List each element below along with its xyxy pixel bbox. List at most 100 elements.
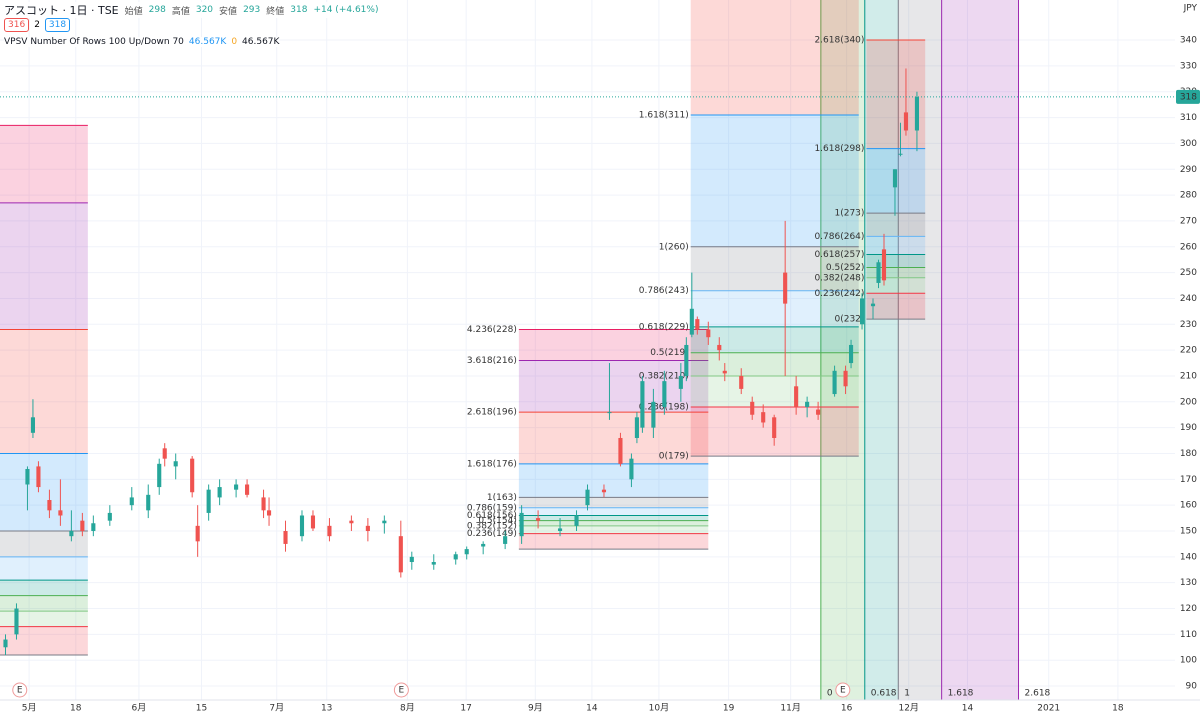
y-tick-label: 310 <box>1180 113 1197 123</box>
last-price-label: 318 <box>1180 92 1197 102</box>
candle-body <box>684 344 689 376</box>
candle-body <box>157 463 162 488</box>
candle-body <box>129 497 134 506</box>
candle-body <box>519 512 524 537</box>
x-tick-label: 6月 <box>132 703 147 714</box>
x-tick-label: 14 <box>586 704 598 714</box>
candle-body <box>678 375 683 389</box>
time-zone-label: 0 <box>827 689 833 699</box>
y-tick-label: 340 <box>1180 36 1197 46</box>
fib-label: 0.786(264) <box>814 232 864 242</box>
fib-band <box>518 520 709 526</box>
fib-label: 1(260) <box>659 242 689 252</box>
last-price-box <box>1176 89 1200 104</box>
ohlc-label: 高値 <box>171 6 190 17</box>
y-tick-label: 270 <box>1180 216 1197 226</box>
x-tick-label: 12月 <box>898 703 918 714</box>
ohlc-value: 298 <box>148 5 166 15</box>
fib-label: 0(232) <box>834 315 864 325</box>
buy-button[interactable]: 318 <box>44 18 71 32</box>
fib-band <box>518 507 709 516</box>
candle-body <box>689 308 694 335</box>
candle-body <box>217 487 222 498</box>
price-axis <box>1175 0 1200 714</box>
time-zone-label: 2.618 <box>1025 689 1051 699</box>
sell-button[interactable]: 316 <box>4 18 30 32</box>
candle-body <box>453 554 458 560</box>
candle-body <box>794 386 799 407</box>
candle-body <box>805 401 810 407</box>
candle-body <box>629 458 634 480</box>
candle-body <box>14 608 19 635</box>
candle-body <box>107 512 112 521</box>
y-tick-label: 230 <box>1180 320 1197 330</box>
y-tick-label: 140 <box>1180 552 1197 562</box>
fib-label: 0(179) <box>659 452 689 462</box>
candle-body <box>283 531 288 544</box>
y-tick-label: 120 <box>1180 604 1197 614</box>
fib-label: 0.236(242) <box>814 289 864 299</box>
candle-body <box>634 417 639 438</box>
candle-body <box>706 329 711 338</box>
y-tick-label: 180 <box>1180 449 1197 459</box>
fib-band <box>518 525 709 534</box>
y-tick-label: 220 <box>1180 346 1197 356</box>
x-tick-label: 5月 <box>22 703 37 714</box>
fib-band <box>518 515 709 521</box>
fib-band <box>690 352 859 376</box>
change: +14 (+4.61%) <box>313 5 379 15</box>
indicator-value: 46.567K <box>188 37 227 47</box>
fib-band <box>0 329 88 454</box>
y-tick-label: 240 <box>1180 294 1197 304</box>
fib-band <box>866 267 926 278</box>
fib-band <box>0 453 88 532</box>
ohlc-value: 318 <box>290 5 308 15</box>
fib-band <box>866 236 926 255</box>
candle-body <box>618 437 623 464</box>
fib-label: 1(273) <box>834 209 864 219</box>
candle-body <box>601 489 607 493</box>
fib-label: 0.382(210) <box>639 371 689 381</box>
fib-label: 0.786(159) <box>467 503 517 513</box>
spread: 2 <box>34 20 40 30</box>
candle-body <box>574 515 579 526</box>
candle-body <box>870 303 876 307</box>
candle-body <box>662 381 667 407</box>
indicator-legend: VPSV Number Of Rows 100 Up/Down 70 46.56… <box>4 37 280 47</box>
symbol: アスコット · 1日 · TSE <box>4 4 119 17</box>
indicator-value: 0 <box>231 37 238 47</box>
time-zone-label: 0.618 <box>871 689 897 699</box>
fib-label: 0.5(252) <box>826 263 865 273</box>
fib-label: 1.618(176) <box>467 459 517 469</box>
earnings-marker <box>393 682 409 698</box>
y-tick-label: 160 <box>1180 501 1197 511</box>
fib-band <box>0 595 88 612</box>
time-zone-label: 1 <box>904 689 910 699</box>
y-tick-label: 90 <box>1186 682 1198 692</box>
y-tick-label: 330 <box>1180 61 1197 71</box>
y-tick-label: 190 <box>1180 423 1197 433</box>
x-tick-label: 16 <box>841 704 853 714</box>
fib-band <box>0 611 88 627</box>
fib-label: 0.618(156) <box>467 511 517 521</box>
y-tick-label: 170 <box>1180 475 1197 485</box>
fib-band <box>0 580 88 596</box>
fib-band <box>518 463 709 498</box>
fib-band <box>690 290 859 327</box>
candle-body <box>299 515 305 537</box>
candle-body <box>310 515 316 529</box>
ohlc-value: 293 <box>243 5 261 15</box>
fib-label: 0.382(152) <box>467 521 517 531</box>
candle-body <box>261 497 266 511</box>
x-tick-label: 7月 <box>269 703 284 714</box>
candle-body <box>640 381 645 428</box>
candle-body <box>327 525 332 537</box>
candle-body <box>876 262 881 283</box>
candle-body <box>30 417 36 433</box>
fib-label: 0.236(149) <box>467 529 517 539</box>
fib-label: 0.5(219) <box>650 348 689 358</box>
candle-body <box>190 458 195 493</box>
fib-band <box>866 40 926 149</box>
